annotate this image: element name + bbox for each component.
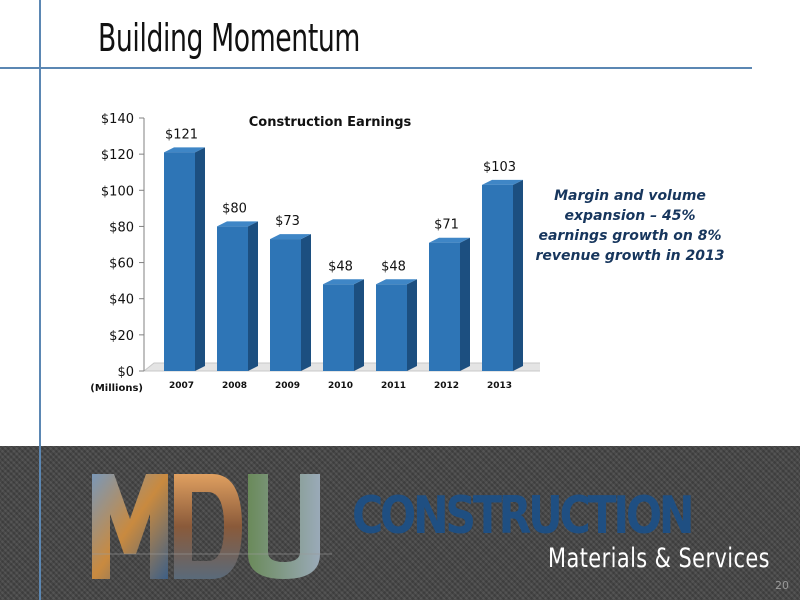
bar-side (248, 221, 258, 371)
y-tick-label: $100 (101, 184, 134, 199)
title-underline (0, 67, 752, 69)
bar (482, 184, 513, 371)
bar-value-label: $71 (434, 218, 459, 233)
company-wordmark: CONSTRUCTION (352, 486, 695, 546)
y-tick-label: $140 (101, 112, 134, 127)
footer-accent-line (39, 446, 41, 600)
bar-value-label: $48 (381, 259, 406, 274)
bar-value-label: $103 (483, 160, 516, 175)
earnings-bar-chart: $0 $20 $40 $60 $80 $100 $120 $140 (Millions) Cons… (90, 112, 540, 394)
bar-top (164, 147, 205, 153)
bar-side (460, 237, 470, 371)
bar-top (482, 179, 523, 185)
x-tick-label: 2013 (487, 381, 512, 391)
tagline: Materials & Services (548, 543, 771, 574)
y-tick-label: $60 (109, 257, 134, 272)
left-accent-line (39, 0, 41, 600)
bar-top (270, 234, 311, 240)
bar-value-label: $73 (275, 214, 300, 229)
bar-value-label: $121 (165, 127, 198, 142)
page-title: Building Momentum (98, 16, 360, 60)
chart-annotation: Margin and volume expansion – 45% earnin… (535, 188, 725, 264)
bar (376, 284, 407, 371)
logo-letter-u (248, 474, 320, 579)
bar-top (323, 279, 364, 285)
x-tick-label: 2010 (328, 381, 353, 391)
x-tick-label: 2008 (222, 381, 247, 391)
bar (217, 226, 248, 371)
bar-value-label: $48 (328, 259, 353, 274)
chart-title: Construction Earnings (249, 115, 412, 130)
bar-top (217, 221, 258, 227)
bar (429, 242, 460, 371)
bar-side (354, 279, 364, 371)
y-unit-label: (Millions) (90, 383, 143, 394)
bar-side (301, 234, 311, 371)
bar-side (513, 179, 523, 371)
y-tick-label: $20 (109, 329, 134, 344)
bar (323, 284, 354, 371)
bar-side (195, 147, 205, 371)
x-tick-label: 2012 (434, 381, 459, 391)
bar (270, 239, 301, 371)
bar (164, 152, 195, 371)
x-tick-label: 2007 (169, 381, 194, 391)
logo-letter-m (92, 474, 168, 579)
bar-side (407, 279, 417, 371)
bar-top (429, 237, 470, 243)
x-tick-label: 2009 (275, 381, 300, 391)
logo-letter-d (174, 474, 242, 579)
y-tick-label: $40 (109, 293, 134, 308)
mdu-logo (92, 474, 332, 579)
y-tick-label: $80 (109, 220, 134, 235)
bar-value-label: $80 (222, 201, 247, 216)
x-tick-label: 2011 (381, 381, 406, 391)
page-number: 20 (775, 579, 789, 592)
y-tick-label: $120 (101, 148, 134, 163)
y-tick-label: $0 (117, 365, 134, 380)
bar-top (376, 279, 417, 285)
